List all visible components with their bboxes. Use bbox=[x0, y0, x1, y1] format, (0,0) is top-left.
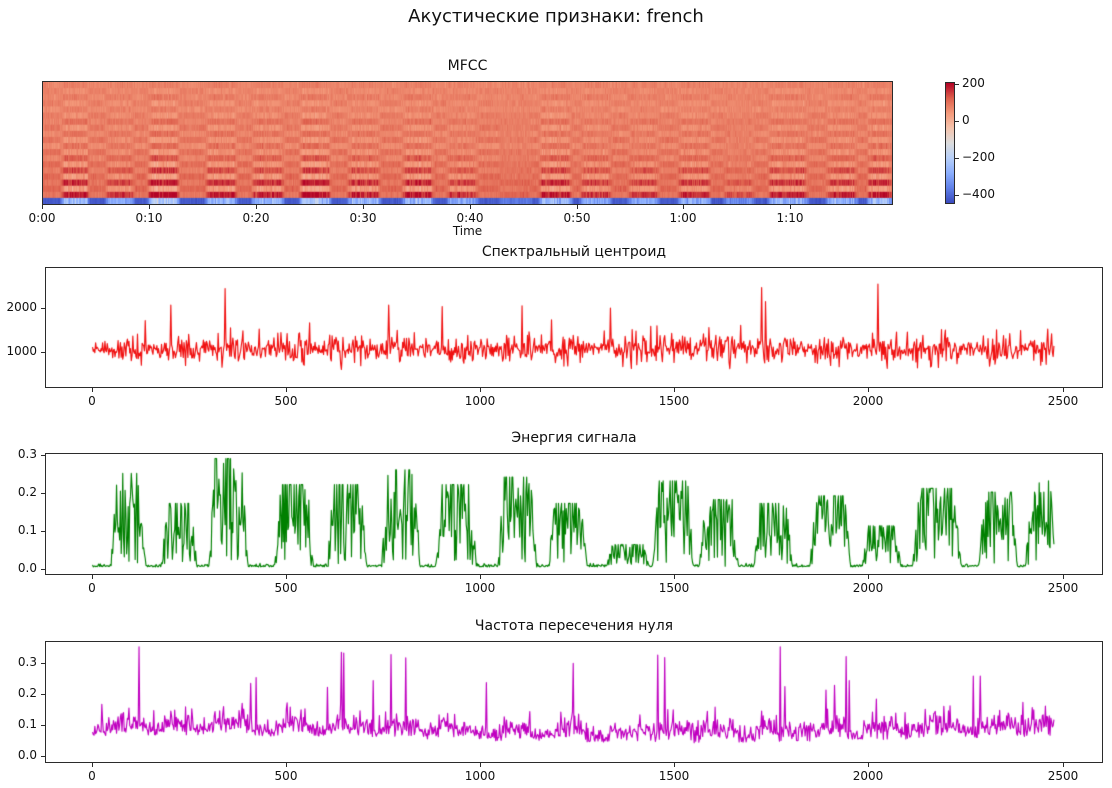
x-tick-label: 1000 bbox=[464, 769, 496, 783]
x-tick-label: 0 bbox=[88, 769, 96, 783]
x-tick-mark bbox=[1063, 388, 1064, 392]
zcr-line-chart bbox=[46, 642, 1102, 762]
x-tick-mark bbox=[674, 575, 675, 579]
y-tick-mark bbox=[41, 531, 45, 532]
x-tick-mark bbox=[92, 763, 93, 767]
colorbar-gradient bbox=[945, 82, 955, 204]
x-tick-label: 2500 bbox=[1047, 394, 1079, 408]
y-tick-mark bbox=[41, 725, 45, 726]
x-tick-mark bbox=[480, 388, 481, 392]
x-tick-label: 0 bbox=[88, 394, 96, 408]
y-tick-mark bbox=[41, 308, 45, 309]
spectral-centroid-axes bbox=[45, 267, 1103, 388]
x-tick-mark bbox=[92, 388, 93, 392]
mfcc-title: MFCC bbox=[447, 58, 488, 74]
x-tick-mark bbox=[868, 575, 869, 579]
x-tick-label: 0 bbox=[88, 581, 96, 595]
x-tick-label: 0:50 bbox=[563, 211, 591, 225]
energy-line-chart bbox=[46, 454, 1102, 574]
y-tick-label: 1000 bbox=[6, 344, 37, 358]
colorbar-tick-mark bbox=[955, 195, 959, 196]
x-tick-label: 2000 bbox=[852, 581, 884, 595]
y-tick-mark bbox=[41, 663, 45, 664]
y-tick-mark bbox=[41, 493, 45, 494]
x-tick-mark bbox=[480, 763, 481, 767]
x-tick-mark bbox=[868, 763, 869, 767]
x-tick-mark bbox=[286, 388, 287, 392]
x-tick-label: 2000 bbox=[852, 769, 884, 783]
y-tick-label: 0.1 bbox=[17, 717, 37, 731]
mfcc-axes bbox=[42, 81, 893, 205]
energy-axes bbox=[45, 453, 1103, 575]
x-tick-mark bbox=[674, 388, 675, 392]
x-tick-mark bbox=[674, 763, 675, 767]
energy-title: Энергия сигнала bbox=[511, 430, 637, 446]
colorbar-tick-mark bbox=[955, 84, 959, 85]
x-tick-mark bbox=[149, 205, 150, 209]
zcr-axes bbox=[45, 641, 1103, 763]
y-tick-mark bbox=[41, 352, 45, 353]
mfcc-xlabel: Time bbox=[452, 224, 483, 238]
colorbar-tick-label: 0 bbox=[962, 113, 970, 127]
figure-title: Акустические признаки: french bbox=[408, 6, 704, 27]
colorbar-tick-mark bbox=[955, 158, 959, 159]
x-tick-label: 500 bbox=[274, 769, 298, 783]
x-tick-label: 0:20 bbox=[242, 211, 270, 225]
x-tick-label: 500 bbox=[274, 581, 298, 595]
y-tick-mark bbox=[41, 756, 45, 757]
colorbar-tick-mark bbox=[955, 121, 959, 122]
x-tick-label: 0:40 bbox=[456, 211, 484, 225]
x-tick-label: 2500 bbox=[1047, 581, 1079, 595]
x-tick-label: 0:00 bbox=[28, 211, 56, 225]
x-tick-mark bbox=[1063, 575, 1064, 579]
zcr-title: Частота пересечения нуля bbox=[474, 618, 674, 634]
x-tick-mark bbox=[1063, 763, 1064, 767]
y-tick-mark bbox=[41, 694, 45, 695]
y-tick-mark bbox=[41, 455, 45, 456]
x-tick-mark bbox=[683, 205, 684, 209]
y-tick-label: 0.2 bbox=[17, 686, 37, 700]
colorbar-tick-label: −200 bbox=[962, 150, 995, 164]
x-tick-mark bbox=[363, 205, 364, 209]
y-tick-label: 0.0 bbox=[17, 561, 37, 575]
x-tick-mark bbox=[480, 575, 481, 579]
x-tick-mark bbox=[577, 205, 578, 209]
y-tick-mark bbox=[41, 569, 45, 570]
y-tick-label: 0.2 bbox=[17, 485, 37, 499]
x-tick-mark bbox=[790, 205, 791, 209]
x-tick-label: 1500 bbox=[658, 394, 690, 408]
x-tick-mark bbox=[256, 205, 257, 209]
x-tick-mark bbox=[868, 388, 869, 392]
x-tick-mark bbox=[42, 205, 43, 209]
x-tick-label: 1500 bbox=[658, 581, 690, 595]
y-tick-label: 0.3 bbox=[17, 655, 37, 669]
y-tick-label: 0.1 bbox=[17, 523, 37, 537]
y-tick-label: 0.0 bbox=[17, 748, 37, 762]
spectral-centroid-title: Спектральный центроид bbox=[481, 244, 667, 260]
x-tick-label: 0:30 bbox=[349, 211, 377, 225]
x-tick-mark bbox=[470, 205, 471, 209]
x-tick-label: 500 bbox=[274, 394, 298, 408]
x-tick-mark bbox=[286, 575, 287, 579]
x-tick-mark bbox=[286, 763, 287, 767]
colorbar-tick-label: −400 bbox=[962, 187, 995, 201]
x-tick-label: 1500 bbox=[658, 769, 690, 783]
x-tick-label: 2500 bbox=[1047, 769, 1079, 783]
x-tick-label: 1:10 bbox=[776, 211, 804, 225]
x-tick-label: 1000 bbox=[464, 394, 496, 408]
x-tick-mark bbox=[92, 575, 93, 579]
x-tick-label: 1000 bbox=[464, 581, 496, 595]
spectral-centroid-line-chart bbox=[46, 268, 1102, 387]
mfcc-heatmap-canvas bbox=[43, 82, 892, 204]
colorbar-tick-label: 200 bbox=[962, 76, 985, 90]
x-tick-label: 1:00 bbox=[669, 211, 697, 225]
colorbar-canvas bbox=[946, 83, 954, 203]
x-tick-label: 0:10 bbox=[135, 211, 163, 225]
x-tick-label: 2000 bbox=[852, 394, 884, 408]
y-tick-label: 0.3 bbox=[17, 447, 37, 461]
y-tick-label: 2000 bbox=[6, 300, 37, 314]
